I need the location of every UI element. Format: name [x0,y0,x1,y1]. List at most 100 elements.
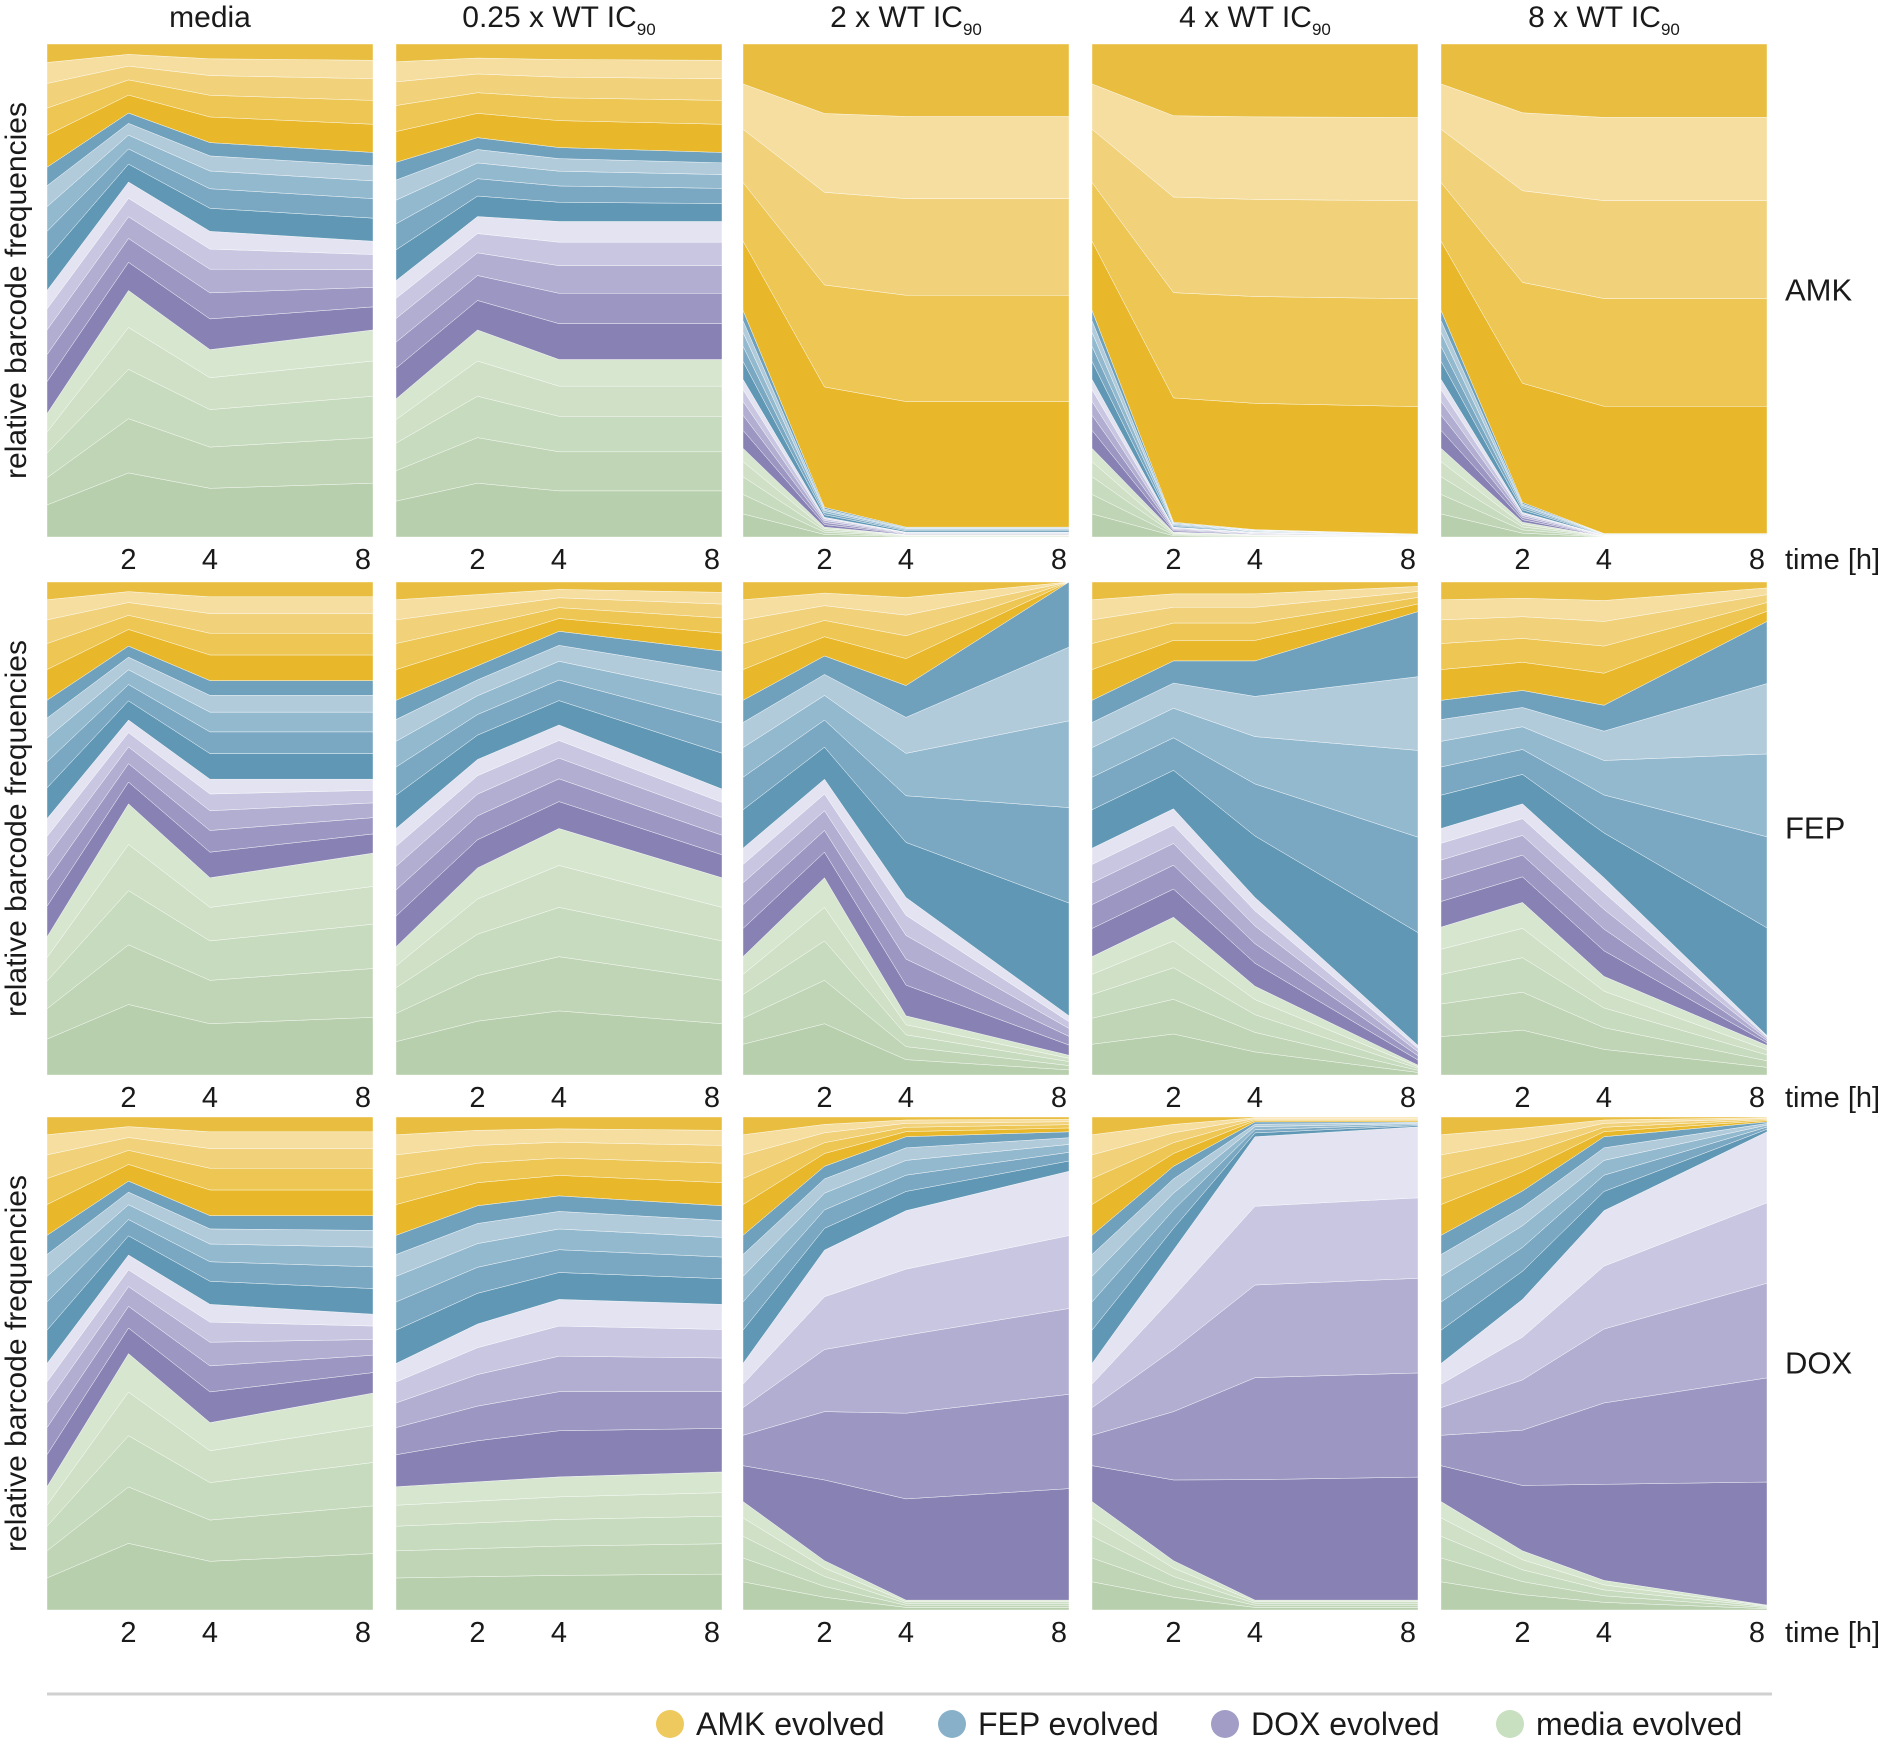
row-label-dox: DOX [1785,1346,1853,1381]
x-tick-label: 8 [1051,1082,1067,1114]
area-layer-amk-4 [46,1116,374,1135]
legend-label-3: media evolved [1536,1706,1742,1742]
x-tick-label: 8 [1749,544,1765,576]
area-layer-amk-4 [1440,1116,1768,1135]
area-layer-amk-4 [395,43,723,62]
y-axis-label: relative barcode frequencies [0,1175,33,1552]
panel-fep-x4: 2 4 8 [1091,581,1419,1114]
area-layer-amk-4 [46,43,374,63]
x-tick-label: 4 [551,1082,567,1114]
area-layer-amk-4 [395,1116,723,1135]
column-title-x2: 2 x WT IC90 [830,1,982,39]
area-layer-amk-4 [742,581,1070,600]
area-layer-amk-4 [742,1116,1070,1135]
column-title-x8: 8 x WT IC90 [1528,1,1680,39]
x-tick-label: 8 [1051,1617,1067,1649]
column-title-x4: 4 x WT IC90 [1179,1,1331,39]
panel-amk-x8: 2 4 8 [1440,43,1768,576]
x-tick-label: 8 [1749,1617,1765,1649]
legend-label-1: FEP evolved [978,1706,1159,1742]
x-tick-label: 4 [551,544,567,576]
x-tick-label: 8 [1051,544,1067,576]
x-tick-label: 4 [1247,1617,1263,1649]
x-tick-label: 8 [704,1617,720,1649]
x-tick-label: 2 [1165,544,1181,576]
panel-fep-media: 2 4 8 [46,581,374,1114]
panel-dox-media: 2 4 8 [46,1116,374,1649]
legend-swatch-0 [656,1710,684,1738]
x-tick-label: 8 [1400,544,1416,576]
column-title-media: media [169,1,251,34]
x-tick-label: 4 [898,1082,914,1114]
x-tick-label: 4 [1247,544,1263,576]
area-layer-amk-4 [1091,1116,1419,1135]
area-layer-amk-4 [395,581,723,600]
x-tick-label: 8 [355,1082,371,1114]
panel-fep-q: 2 4 8 [395,581,723,1114]
x-axis-label: time [h] [1785,1617,1880,1649]
legend-swatch-1 [938,1710,966,1738]
x-tick-label: 8 [1400,1082,1416,1114]
panel-amk-x2: 2 4 8 [742,43,1070,576]
legend-swatch-2 [1211,1710,1239,1738]
x-tick-label: 2 [816,1082,832,1114]
area-layer-amk-4 [742,43,1070,117]
row-label-amk: AMK [1785,273,1853,308]
legend-label-0: AMK evolved [696,1706,885,1742]
x-tick-label: 4 [202,544,218,576]
x-tick-label: 8 [355,544,371,576]
x-tick-label: 2 [469,544,485,576]
panel-fep-x8: 2 4 8 [1440,581,1768,1114]
panel-amk-q: 2 4 8 [395,43,723,576]
x-axis-label: time [h] [1785,1082,1880,1114]
x-tick-label: 2 [469,1617,485,1649]
column-title-q: 0.25 x WT IC90 [462,1,655,39]
legend-swatch-3 [1496,1710,1524,1738]
panel-dox-x2: 2 4 8 [742,1116,1070,1649]
panel-dox-x8: 2 4 8 [1440,1116,1768,1649]
y-axis-label: relative barcode frequencies [0,640,33,1017]
area-layer-amk-4 [46,581,374,600]
x-tick-label: 4 [1247,1082,1263,1114]
panel-dox-x4: 2 4 8 [1091,1116,1419,1649]
x-tick-label: 2 [1514,1082,1530,1114]
x-tick-label: 8 [704,544,720,576]
x-tick-label: 8 [1749,1082,1765,1114]
column-title-subscript-x2: 90 [963,20,982,39]
column-title-subscript-x8: 90 [1661,20,1680,39]
x-tick-label: 8 [1400,1617,1416,1649]
area-layer-amk-4 [1440,581,1768,601]
panel-amk-x4: 2 4 8 [1091,43,1419,576]
column-title-subscript-x4: 90 [1312,20,1331,39]
panel-amk-media: 2 4 8 [46,43,374,576]
row-label-fep: FEP [1785,811,1845,846]
x-tick-label: 4 [202,1082,218,1114]
x-tick-label: 2 [1514,1617,1530,1649]
x-tick-label: 2 [1165,1082,1181,1114]
x-tick-label: 2 [469,1082,485,1114]
x-axis-label: time [h] [1785,544,1880,576]
area-layer-media-0 [395,482,723,538]
panel-dox-q: 2 4 8 [395,1116,723,1649]
area-layer-amk-4 [1091,43,1419,118]
x-tick-label: 4 [1596,1082,1612,1114]
x-tick-label: 4 [551,1617,567,1649]
y-axis-label: relative barcode frequencies [0,102,33,479]
x-tick-label: 2 [1165,1617,1181,1649]
area-layer-amk-4 [1091,581,1419,600]
area-layer-amk-4 [1440,43,1768,118]
x-tick-label: 2 [120,1617,136,1649]
x-tick-label: 4 [898,544,914,576]
x-tick-label: 4 [202,1617,218,1649]
x-tick-label: 4 [1596,544,1612,576]
legend-label-2: DOX evolved [1251,1706,1440,1742]
x-tick-label: 8 [355,1617,371,1649]
x-tick-label: 2 [1514,544,1530,576]
x-tick-label: 2 [120,544,136,576]
x-tick-label: 4 [898,1617,914,1649]
panel-fep-x2: 2 4 8 [742,581,1070,1114]
column-title-subscript-q: 90 [637,20,656,39]
x-tick-label: 2 [816,1617,832,1649]
area-layer-media-0 [395,1573,723,1611]
